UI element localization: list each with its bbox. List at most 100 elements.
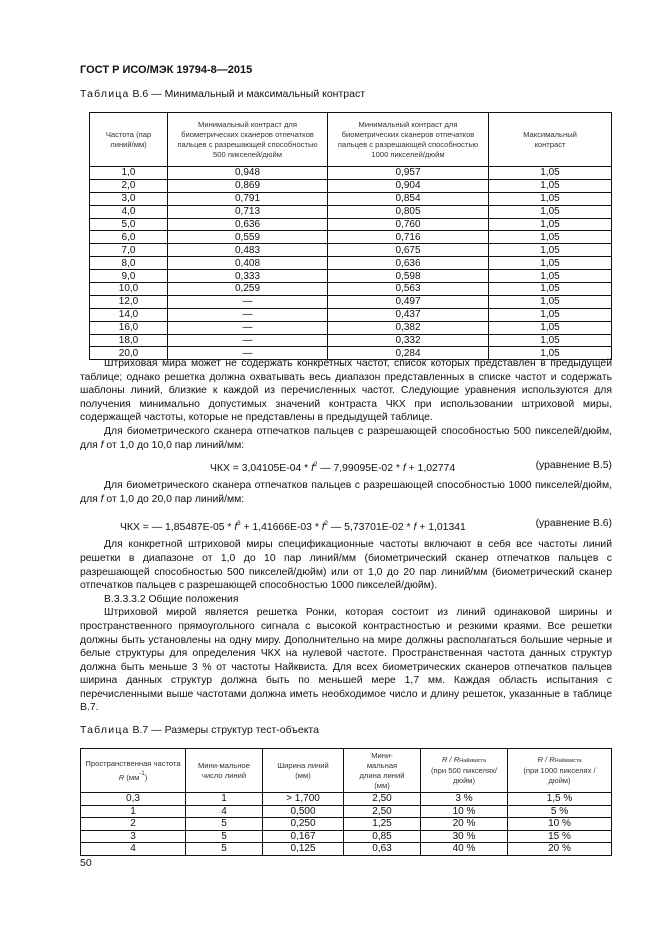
table-cell: 2,50 [343,792,421,806]
table-cell: 14,0 [89,307,168,322]
table-cell: 0,636 [327,256,489,271]
table-row: 4 5 0,125 0,63 40 % 20 % [80,842,612,856]
table-cell: 0,713 [167,204,328,219]
page-number: 50 [80,857,92,869]
table-cell: — [167,307,328,322]
table-cell: 4 [185,804,263,818]
equation-number: (уравнение В.5) [535,460,612,472]
table-cell: 0,3 [80,792,186,806]
column-header-min-lines: Мини-мальное число линий [185,748,263,793]
table-cell: 0,675 [327,243,489,258]
caption-label: Таблица [80,724,130,736]
table-cell: 1,05 [488,217,612,232]
table-cell: 0,497 [327,294,489,309]
table-row: 20,0—0,284 1,05 [89,346,612,361]
table-cell: 5,0 [89,217,168,232]
table-b6-caption: Таблица В.6 — Минимальный и максимальный… [80,88,365,100]
table-cell: 0,437 [327,307,489,322]
table-cell: 0,805 [327,204,489,219]
table-cell: 40 % [420,842,508,856]
paragraph: Для биометрического сканера отпечатков п… [80,425,612,452]
table-cell: 2 [80,817,186,831]
table-cell: 1,5 % [507,792,612,806]
table-cell: 1,05 [488,191,612,206]
table-cell: — [167,346,328,361]
table-cell: 20,0 [89,346,168,361]
paragraph: Для биометрического сканера отпечатков п… [80,480,612,505]
table-cell: 7,0 [89,243,168,258]
table-row: 10,0 0,259 0,563 1,05 [89,282,612,296]
table-b6: Частота (пар линий/мм) Минимальный контр… [89,112,612,361]
table-cell: 0,854 [327,191,489,206]
table-cell: 8,0 [89,256,168,271]
table-cell: 0,284 [327,346,489,361]
table-cell: 1,05 [488,320,612,335]
table-row: 0,3 1 > 1,700 2,50 3 % 1,5 % [80,792,612,806]
table-row: 3 5 0,167 0,85 30 % 15 % [80,829,612,843]
table-cell: 0,760 [327,217,489,232]
equation-b5: ЧКХ = 3,04105E-04 * f2 — 7,99095E-02 * f… [80,452,612,479]
table-cell: 2,0 [89,178,168,193]
document-header: ГОСТ Р ИСО/МЭК 19794-8—2015 [80,64,253,76]
table-cell: 0,483 [167,243,328,258]
table-cell: 5 [185,829,263,843]
table-cell: 0,63 [343,842,421,856]
table-cell: 20 % [507,842,612,856]
table-row: 12,0—0,497 1,05 [89,294,612,309]
table-cell: 0,333 [167,269,328,284]
table-row: 8,0 0,408 0,636 1,05 [89,256,612,271]
table-cell: 6,0 [89,230,168,245]
table-row: 9,0 0,333 0,598 1,05 [89,269,612,284]
table-cell: 0,332 [327,333,489,348]
body-text: Штриховая мира может не содержать конкре… [80,357,612,715]
table-cell: 3 % [420,792,508,806]
caption-text: В.6 — Минимальный и максимальный контрас… [132,88,366,100]
column-header-min-500: Минимальный контраст для биометрических … [167,112,328,167]
table-cell: 5 % [507,804,612,818]
table-cell: 16,0 [89,320,168,335]
table-row: 14,0—0,437 1,05 [89,307,612,322]
table-cell: 5 [185,817,263,831]
table-cell: 0,791 [167,191,328,206]
table-cell: 1,05 [488,204,612,219]
table-cell: 0,869 [167,178,328,193]
table-cell: 30 % [420,829,508,843]
table-cell: 0,948 [167,166,328,180]
table-cell: 2,50 [343,804,421,818]
table-row: 6,0 0,559 0,716 1,05 [89,230,612,245]
table-cell: 0,125 [262,842,344,856]
table-cell: — [167,333,328,348]
table-cell: 1,0 [89,166,168,180]
section-heading: В.3.3.3.2 Общие положения [104,593,239,605]
table-cell: 0,500 [262,804,344,818]
column-header-min-1000: Минимальный контраст для биометрических … [327,112,489,167]
column-header-ratio-500: R / RНайквиста (при 500 пикселях/дюйм) [420,748,508,793]
table-cell: 5 [185,842,263,856]
table-cell: 3,0 [89,191,168,206]
equation-b6: ЧКХ = — 1,85487E-05 * f3 + 1,41666E-03 *… [80,506,612,538]
paragraph: Штриховой мирой является решетка Ронки, … [80,607,612,714]
table-row: 3,0 0,791 0,854 1,05 [89,191,612,206]
table-cell: 3 [80,829,186,843]
table-row: 5,0 0,636 0,760 1,05 [89,217,612,232]
table-row: 16,0—0,382 1,05 [89,320,612,335]
table-row: 18,0—0,332 1,05 [89,333,612,348]
table-cell: — [167,294,328,309]
table-cell: 0,904 [327,178,489,193]
column-header-frequency: Частота (пар линий/мм) [89,112,168,167]
column-header-min-length: Мини-мальная длина линий (мм) [343,748,421,793]
table-cell: 12,0 [89,294,168,309]
table-cell: 10 % [420,804,508,818]
text: от 1,0 до 10,0 пар линий/мм: [103,439,245,451]
equation-number: (уравнение В.6) [535,518,612,530]
column-header-ratio-1000: R / RНайквиста (при 1000 пикселях /дюйм) [507,748,612,793]
table-cell: 0,957 [327,166,489,180]
table-cell: 0,167 [262,829,344,843]
table-cell: 15 % [507,829,612,843]
table-cell: 1,05 [488,243,612,258]
table-row: 2,0 0,869 0,904 1,05 [89,178,612,193]
table-cell: 0,382 [327,320,489,335]
table-cell: 1,05 [488,178,612,193]
table-cell: 1,05 [488,256,612,271]
table-row: 4,0 0,713 0,805 1,05 [89,204,612,219]
